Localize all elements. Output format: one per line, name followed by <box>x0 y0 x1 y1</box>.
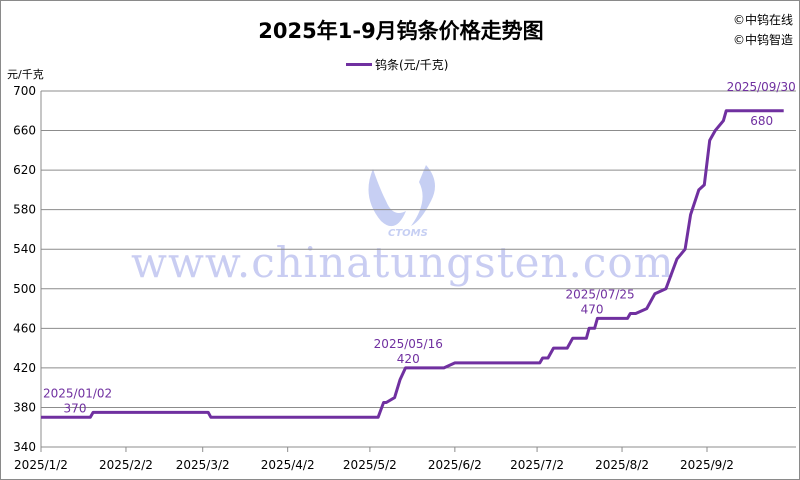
watermark-logo-text: CTOMS <box>388 228 428 239</box>
y-tick-label: 460 <box>13 321 36 335</box>
x-tick-label: 2025/2/2 <box>99 458 153 472</box>
x-tick-label: 2025/5/2 <box>343 458 397 472</box>
x-tick-label: 2025/8/2 <box>595 458 649 472</box>
x-tick-label: 2025/4/2 <box>261 458 315 472</box>
x-tick-label: 2025/9/2 <box>680 458 734 472</box>
annotation-date: 2025/01/02 <box>43 386 112 400</box>
annotation-value: 470 <box>581 302 604 316</box>
y-tick-label: 660 <box>13 124 36 138</box>
annotation-date: 2025/09/30 <box>727 80 796 94</box>
annotation-value: 680 <box>750 114 773 128</box>
annotation-date: 2025/07/25 <box>566 287 635 301</box>
watermark-text: www.chinatungsten.com <box>131 238 675 287</box>
chart-title: 2025年1-9月钨条价格走势图 <box>258 19 544 43</box>
y-tick-label: 500 <box>13 282 36 296</box>
y-tick-label: 580 <box>13 203 36 217</box>
y-tick-label: 620 <box>13 163 36 177</box>
y-axis-label: 元/千克 <box>7 68 44 81</box>
y-tick-label: 420 <box>13 361 36 375</box>
y-tick-label: 380 <box>13 400 36 414</box>
x-tick-label: 2025/7/2 <box>510 458 564 472</box>
copyright-1: ©中钨在线 <box>732 13 793 27</box>
y-tick-label: 700 <box>13 84 36 98</box>
y-tick-label: 340 <box>13 440 36 454</box>
x-tick-label: 2025/6/2 <box>428 458 482 472</box>
legend-label: 钨条(元/千克) <box>375 58 449 72</box>
legend-swatch <box>346 63 372 66</box>
annotation-value: 370 <box>64 401 87 415</box>
x-tick-label: 2025/3/2 <box>176 458 230 472</box>
copyright-2: ©中钨智造 <box>732 33 793 47</box>
x-tick-label: 2025/1/2 <box>14 458 68 472</box>
y-tick-label: 540 <box>13 242 36 256</box>
annotation-value: 420 <box>397 352 420 366</box>
watermark-logo: CTOMS <box>368 165 435 239</box>
legend: 钨条(元/千克) <box>346 56 448 73</box>
series-line <box>41 109 784 419</box>
annotation-date: 2025/05/16 <box>374 337 443 351</box>
